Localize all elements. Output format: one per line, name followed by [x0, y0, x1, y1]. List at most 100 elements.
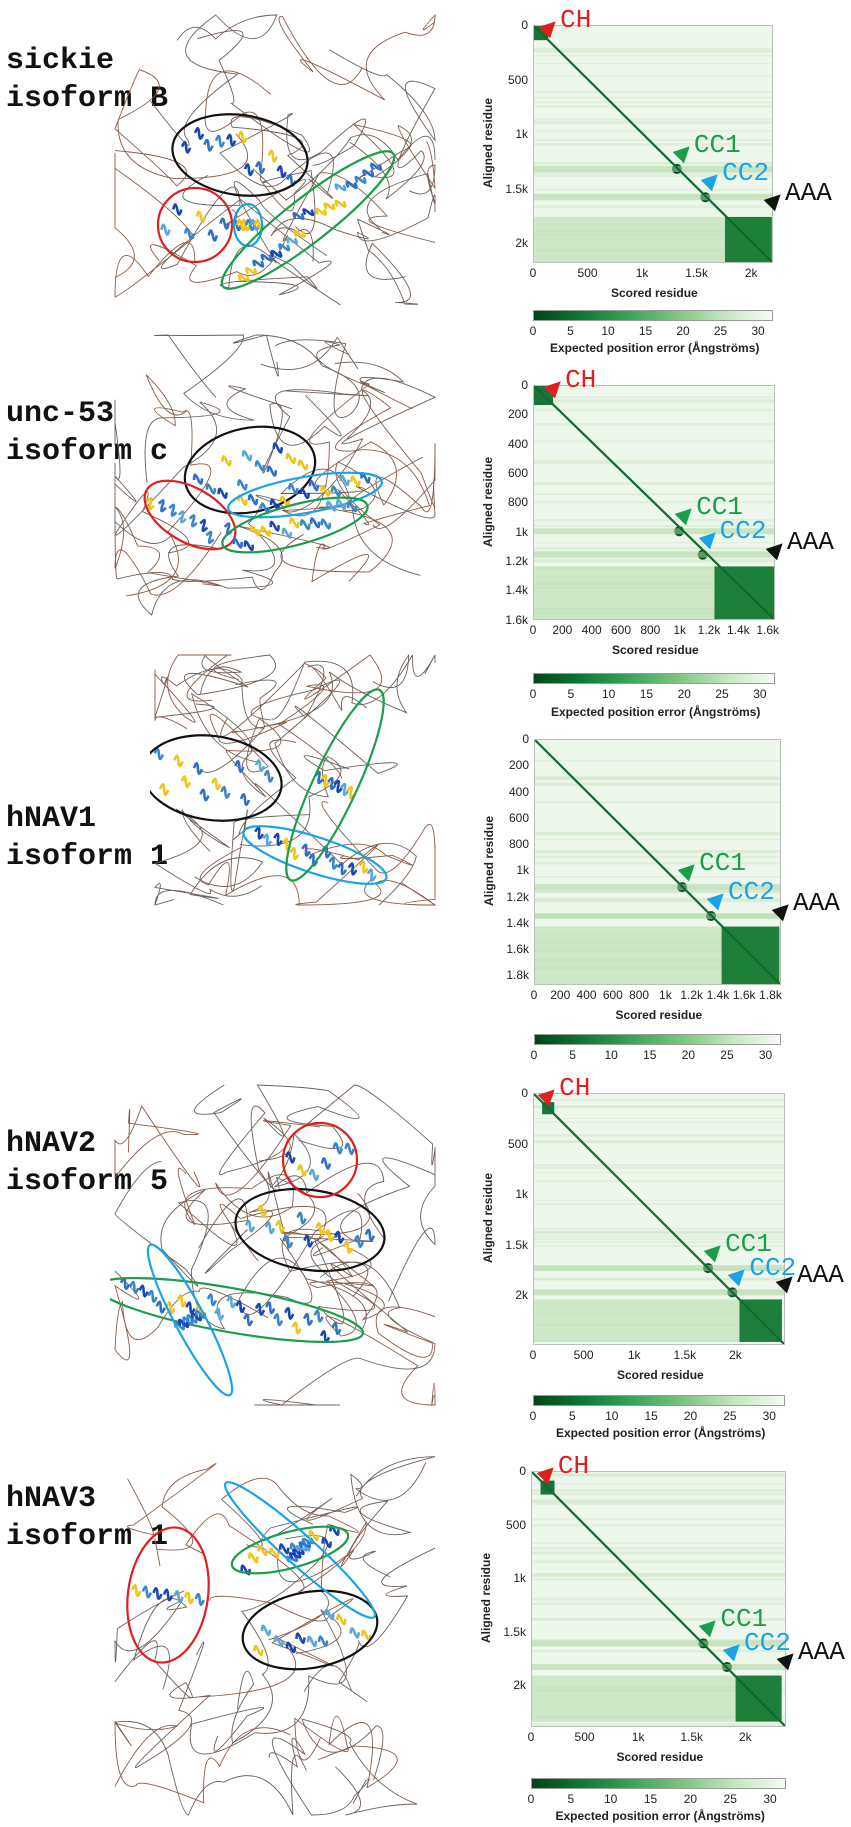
x-tick-label: 1k [635, 266, 649, 280]
colorbar-tick-label: 30 [758, 1048, 773, 1062]
protein-structure-image [150, 653, 437, 906]
disordered-loop [255, 377, 437, 513]
cc2-annotation: CC2 [749, 1253, 797, 1284]
y-tick-label: 600 [508, 810, 529, 825]
disordered-loop [314, 441, 436, 513]
disordered-loop [321, 801, 437, 906]
disordered-loop [114, 1590, 188, 1690]
disordered-loop [348, 1462, 427, 1578]
colorbar-tick-label: 15 [643, 1048, 657, 1062]
blue-domain-circle [232, 202, 264, 248]
x-tick-label: 400 [576, 988, 597, 1002]
disordered-loop [154, 857, 264, 906]
y-axis-title: Aligned residue [481, 456, 495, 547]
y-tick-label: 1k [515, 524, 528, 539]
disordered-loop [294, 1715, 398, 1789]
disordered-loop [194, 1084, 374, 1256]
disordered-loop [262, 389, 369, 474]
disordered-loop [294, 664, 398, 774]
disordered-loop [114, 512, 331, 590]
disordered-loop [267, 1132, 386, 1252]
disordered-loop [219, 113, 367, 193]
colorbar-tick-label: 30 [753, 687, 767, 701]
disordered-loop [137, 506, 276, 616]
colorbar-tick-label: 20 [677, 687, 691, 701]
x-tick-label: 200 [552, 623, 573, 637]
x-tick-label: 1.2k [697, 623, 721, 637]
protein-structure-image [110, 1084, 436, 1406]
disordered-loop [220, 654, 383, 779]
black-domain-circle [241, 1589, 379, 1671]
blue-domain-cluster [227, 471, 383, 519]
colorbar-tick-label: 10 [605, 1409, 619, 1423]
y-tick-label: 200 [507, 407, 528, 422]
x-axis-title: Scored residue [611, 286, 698, 300]
disordered-loop [204, 1105, 288, 1274]
y-tick-label: 1.4k [506, 915, 529, 930]
x-axis-title: Scored residue [616, 1750, 704, 1764]
colorbar [531, 1778, 786, 1789]
x-tick-label: 1.5k [680, 1730, 704, 1744]
disordered-loop [219, 1203, 385, 1321]
disordered-loop [278, 13, 436, 101]
disordered-loop [114, 1105, 201, 1188]
x-tick-label: 200 [550, 988, 571, 1002]
disordered-loop [114, 1160, 249, 1287]
x-tick-label: 0 [530, 988, 538, 1002]
pae-heatmap [533, 1093, 785, 1345]
isoform-name: isoform c [6, 435, 169, 469]
x-tick-label: 800 [629, 988, 650, 1002]
cc1-annotation: CC1 [696, 492, 743, 523]
colorbar [533, 310, 773, 321]
cc2-annotation: CC2 [728, 877, 775, 908]
colorbar-tick-label: 15 [639, 687, 654, 701]
x-tick-label: 0 [529, 266, 537, 280]
disordered-loop [325, 1247, 436, 1406]
colorbar-tick-label: 10 [601, 324, 615, 338]
y-tick-label: 400 [507, 436, 528, 451]
x-tick-label: 500 [573, 1348, 594, 1362]
colorbar-title: Expected position error (Ångströms) [555, 1809, 765, 1823]
x-tick-label: 600 [610, 623, 632, 637]
x-tick-label: 1.5k [685, 266, 708, 280]
protein-name: unc-53 [6, 397, 115, 431]
protein-structure-image [114, 1456, 436, 1816]
disordered-loop [154, 334, 293, 421]
x-tick-label: 2k [729, 1348, 742, 1362]
y-tick-label: 0 [522, 732, 529, 746]
pae-heatmap [533, 385, 775, 620]
colorbar-tick-label: 0 [529, 1409, 537, 1423]
colorbar-tick-label: 5 [567, 324, 574, 338]
blue-domain-circle [223, 1481, 377, 1619]
red-domain-circle [156, 186, 234, 264]
disordered-loop [281, 1228, 376, 1325]
protein-structure-image [114, 13, 436, 306]
disordered-loop [160, 175, 332, 296]
colorbar-tick-label: 10 [601, 687, 616, 701]
disordered-loop [281, 1192, 436, 1358]
disordered-loop [235, 653, 410, 727]
pae-heatmap [534, 739, 781, 985]
x-tick-label: 1k [631, 1730, 645, 1744]
disordered-loop [270, 194, 436, 262]
protein-name: hNAV3 [6, 1482, 97, 1516]
green-domain-circle [220, 150, 396, 290]
colorbar-tick-label: 0 [530, 1048, 538, 1062]
cc1-annotation: CC1 [699, 848, 746, 879]
disordered-loop [154, 654, 232, 730]
green-domain-circle [230, 1525, 350, 1575]
x-tick-label: 1k [627, 1348, 641, 1362]
y-tick-label: 1.5k [503, 1624, 526, 1639]
disordered-loop [114, 401, 221, 554]
x-axis-title: Scored residue [612, 643, 699, 657]
x-tick-label: 400 [581, 623, 602, 637]
x-tick-label: 0 [529, 623, 537, 637]
colorbar-tick-label: 15 [643, 1792, 658, 1806]
colorbar-tick-label: 25 [720, 1048, 734, 1062]
colorbar-tick-label: 15 [644, 1409, 658, 1423]
colorbar-tick-label: 0 [529, 687, 537, 701]
colorbar-tick-label: 5 [567, 1792, 575, 1806]
y-tick-label: 2k [515, 1288, 528, 1303]
ch-annotation: CH [565, 365, 597, 395]
pae-diagonal [534, 386, 774, 619]
